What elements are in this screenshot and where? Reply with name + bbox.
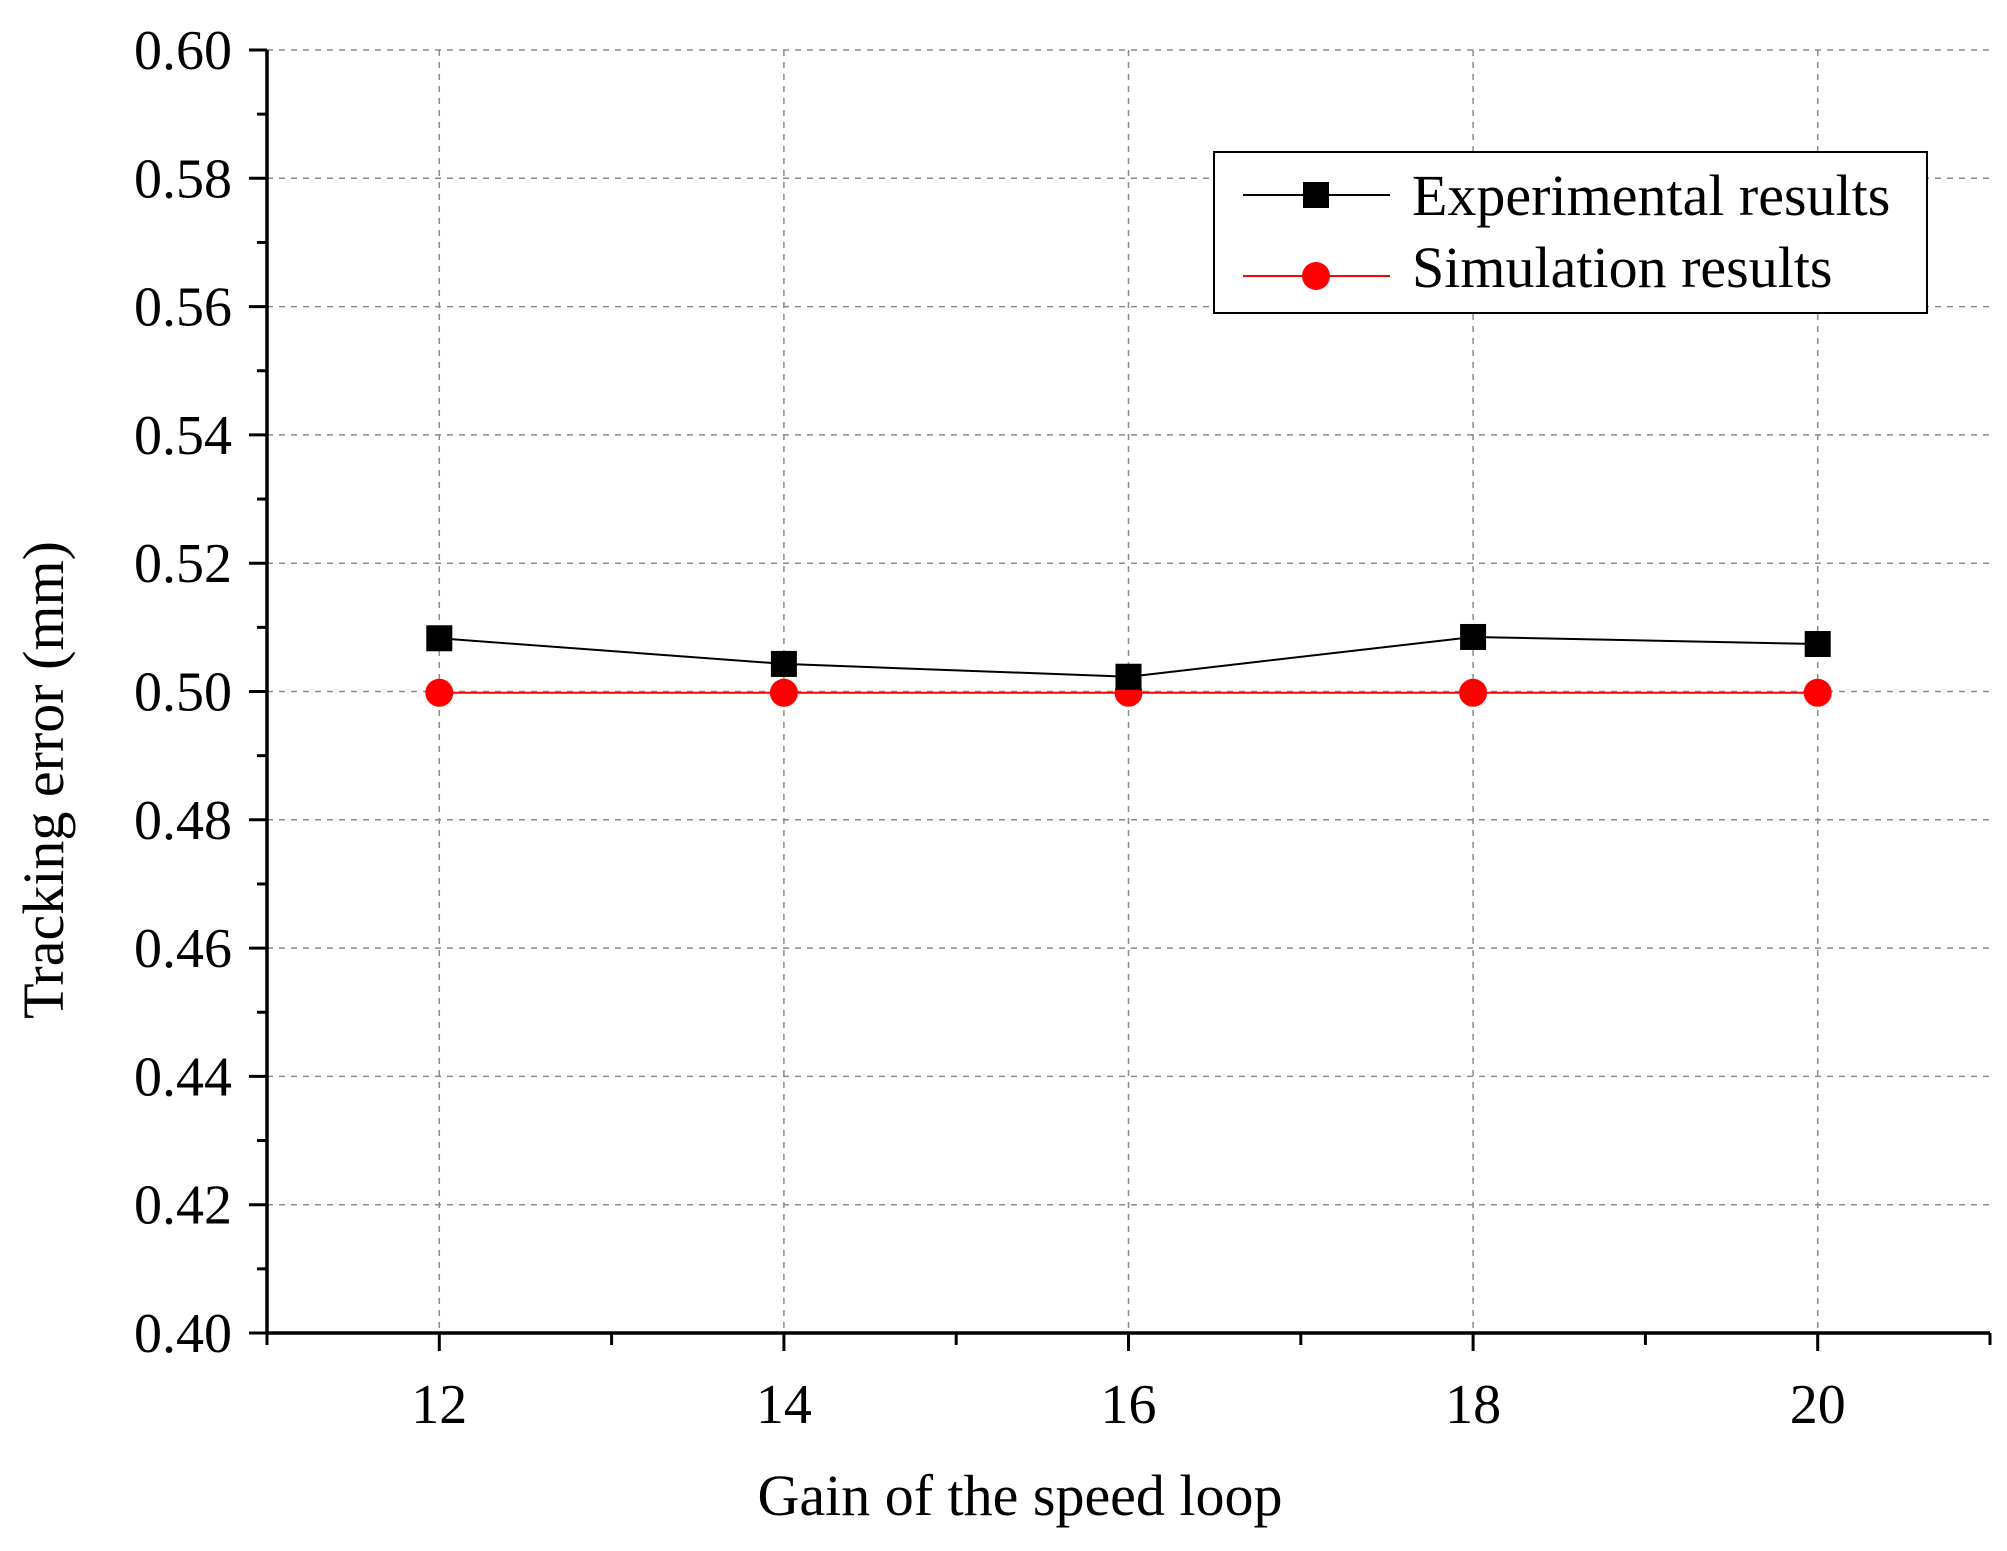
legend-marker-circle bbox=[1302, 262, 1330, 290]
y-axis-ticks: 0.40 0.42 0.44 0.46 0.48 0.50 0.52 0.54 0.56 0.58… bbox=[134, 20, 267, 1365]
y-tick-label: 0.54 bbox=[134, 405, 232, 467]
y-tick-label: 0.46 bbox=[134, 918, 232, 980]
y-tick-label: 0.40 bbox=[134, 1303, 232, 1365]
y-tick-label: 0.60 bbox=[134, 20, 232, 82]
legend-label-simulation: Simulation results bbox=[1412, 235, 1833, 300]
data-point bbox=[769, 678, 798, 707]
data-point bbox=[1460, 623, 1487, 650]
data-point bbox=[1459, 678, 1488, 707]
legend-marker-square bbox=[1303, 182, 1329, 208]
data-point bbox=[425, 678, 454, 707]
y-tick-label: 0.58 bbox=[134, 148, 232, 210]
legend-label-experimental: Experimental results bbox=[1412, 163, 1890, 228]
data-point bbox=[1803, 678, 1832, 707]
data-point bbox=[770, 650, 797, 677]
data-point bbox=[1115, 663, 1142, 690]
series-experimental bbox=[426, 623, 1831, 690]
y-tick-label: 0.42 bbox=[134, 1175, 232, 1237]
series-layer bbox=[425, 623, 1832, 707]
legend-item-experimental: Experimental results bbox=[1243, 163, 1890, 228]
data-point bbox=[1804, 631, 1831, 658]
data-point bbox=[426, 625, 453, 652]
x-tick-label: 14 bbox=[756, 1374, 812, 1436]
y-tick-label: 0.50 bbox=[134, 662, 232, 724]
legend: Experimental results Simulation results bbox=[1213, 151, 1928, 314]
legend-item-simulation: Simulation results bbox=[1243, 235, 1833, 300]
x-axis-title: Gain of the speed loop bbox=[757, 1463, 1282, 1528]
y-tick-label: 0.48 bbox=[134, 790, 232, 852]
x-tick-label: 16 bbox=[1101, 1374, 1157, 1436]
y-axis-title: Tracking error (mm) bbox=[11, 541, 76, 1019]
x-tick-label: 12 bbox=[411, 1374, 467, 1436]
x-tick-label: 20 bbox=[1790, 1374, 1846, 1436]
y-tick-label: 0.56 bbox=[134, 277, 232, 339]
y-tick-label: 0.52 bbox=[134, 533, 232, 595]
series-simulation bbox=[425, 678, 1832, 707]
legend-box bbox=[1213, 151, 1928, 314]
x-axis-ticks: 12 14 16 18 20 bbox=[265, 1333, 1992, 1436]
y-tick-label: 0.44 bbox=[134, 1046, 232, 1108]
x-tick-label: 18 bbox=[1445, 1374, 1501, 1436]
